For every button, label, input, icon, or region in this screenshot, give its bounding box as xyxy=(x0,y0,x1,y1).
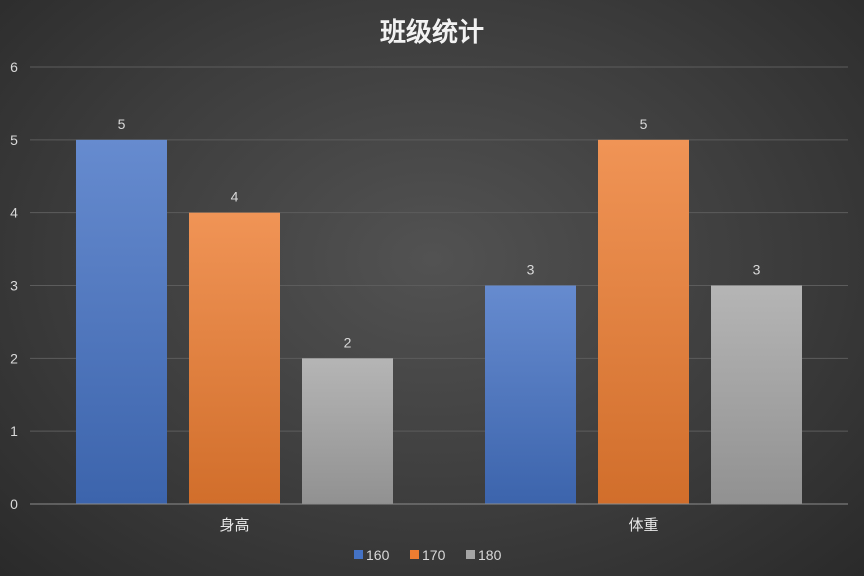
legend-label-160: 160 xyxy=(366,547,390,563)
data-label: 3 xyxy=(527,262,535,278)
bars xyxy=(76,139,802,505)
chart-title: 班级统计 xyxy=(380,17,484,48)
data-label: 4 xyxy=(231,189,239,205)
y-tick-label: 6 xyxy=(10,59,18,75)
legend-swatch-160 xyxy=(354,550,363,559)
legend-label-180: 180 xyxy=(478,547,502,563)
legend: 160 170 180 xyxy=(354,547,502,563)
bar-180-0 xyxy=(302,358,393,504)
bar-160-1 xyxy=(485,285,576,504)
category-label: 体重 xyxy=(628,516,658,534)
y-tick-label: 4 xyxy=(10,205,18,221)
y-tick-label: 0 xyxy=(10,496,18,512)
data-label: 5 xyxy=(118,116,126,132)
bar-180-1 xyxy=(711,285,802,504)
legend-label-170: 170 xyxy=(422,547,446,563)
x-axis-categories: 身高 体重 xyxy=(219,516,658,534)
bar-160-0 xyxy=(76,139,167,505)
y-tick-label: 5 xyxy=(10,132,18,148)
y-axis-ticks: 0 1 2 3 4 5 6 xyxy=(10,59,18,512)
y-tick-label: 3 xyxy=(10,278,18,294)
legend-swatch-180 xyxy=(466,550,475,559)
data-label: 3 xyxy=(753,262,761,278)
legend-swatch-170 xyxy=(410,550,419,559)
bar-170-0 xyxy=(189,212,280,504)
data-label: 5 xyxy=(640,116,648,132)
bar-170-1 xyxy=(598,139,689,505)
y-tick-label: 2 xyxy=(10,350,18,366)
category-label: 身高 xyxy=(219,516,249,534)
y-tick-label: 1 xyxy=(10,423,18,439)
data-label: 2 xyxy=(344,334,352,350)
data-labels: 5 4 2 3 5 3 xyxy=(118,116,761,351)
